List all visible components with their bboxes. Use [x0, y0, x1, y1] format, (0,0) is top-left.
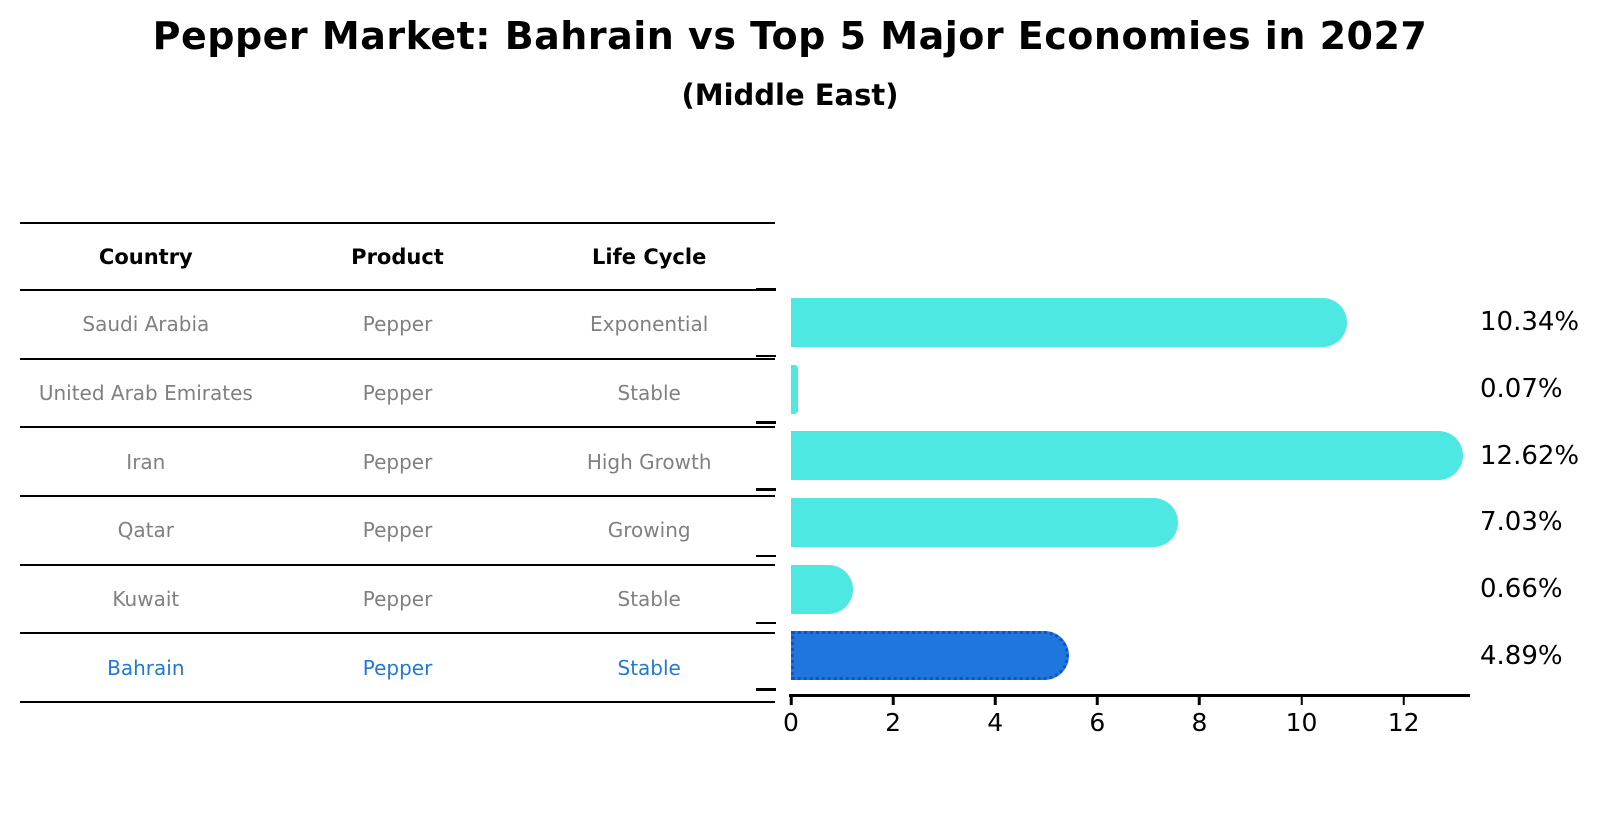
table-row-highlighted: Bahrain Pepper Stable: [20, 634, 775, 704]
bar-qatar: [791, 497, 1178, 547]
value-label: 0.07%: [1480, 374, 1563, 405]
cell-life-cycle: Stable: [617, 655, 681, 680]
value-labels: 10.34% 0.07% 12.62% 7.03% 0.66% 4.89%: [1480, 289, 1600, 689]
col-header-country: Country: [98, 244, 193, 269]
x-tick-mark: [891, 694, 895, 705]
bar-saudi-arabia: [791, 297, 1347, 347]
x-tick-mark: [993, 694, 997, 705]
cell-life-cycle: Stable: [617, 587, 681, 612]
y-tick-mark: [756, 421, 776, 424]
value-label: 12.62%: [1480, 440, 1580, 471]
cell-life-cycle: Exponential: [590, 312, 709, 337]
cell-life-cycle: High Growth: [586, 449, 712, 474]
value-label: 7.03%: [1480, 507, 1563, 538]
table-row: United Arab Emirates Pepper Stable: [20, 360, 775, 429]
bar-iran: [791, 431, 1464, 481]
y-tick-mark: [756, 621, 776, 624]
value-label: 10.34%: [1480, 307, 1580, 338]
x-tick-mark: [789, 694, 793, 705]
x-tick-label: 2: [885, 708, 902, 737]
x-tick-label: 0: [783, 708, 799, 737]
cell-country: Iran: [126, 449, 166, 474]
chart-subtitle: (Middle East): [681, 78, 899, 112]
col-header-life-cycle: Life Cycle: [592, 244, 707, 269]
value-label: 0.66%: [1480, 574, 1563, 605]
cell-country: Qatar: [117, 518, 174, 543]
table-row: Saudi Arabia Pepper Exponential: [20, 291, 775, 360]
value-label: 4.89%: [1480, 640, 1563, 671]
cell-product: Pepper: [362, 381, 433, 406]
cell-country: United Arab Emirates: [38, 381, 253, 406]
y-tick-mark: [756, 688, 776, 691]
table-header-row: Country Product Life Cycle: [20, 222, 775, 291]
cell-product: Pepper: [362, 655, 433, 680]
cell-product: Pepper: [362, 312, 433, 337]
cell-product: Pepper: [362, 518, 433, 543]
data-table: Country Product Life Cycle Saudi Arabia …: [20, 222, 775, 704]
table-row: Kuwait Pepper Stable: [20, 566, 775, 635]
x-tick-label: 4: [987, 708, 1004, 737]
x-tick-label: 8: [1191, 708, 1208, 737]
cell-product: Pepper: [362, 449, 433, 474]
x-tick-mark: [1096, 694, 1099, 705]
col-header-product: Product: [351, 244, 444, 269]
x-tick-mark: [1402, 694, 1405, 705]
chart-title: Pepper Market: Bahrain vs Top 5 Major Ec…: [152, 14, 1428, 58]
cell-life-cycle: Growing: [607, 518, 691, 543]
bar-kuwait: [791, 564, 853, 614]
table-row: Iran Pepper High Growth: [20, 428, 775, 498]
y-tick-mark: [756, 288, 776, 291]
x-tick-label: 12: [1387, 708, 1420, 737]
x-tick-mark: [1198, 694, 1201, 705]
bar-bahrain-highlighted: [791, 631, 1069, 681]
cell-country: Kuwait: [112, 587, 180, 612]
y-tick-mark: [756, 354, 776, 358]
x-tick-label: 6: [1089, 708, 1106, 737]
y-tick-mark: [756, 554, 776, 558]
bar-united-arab-emirates: [791, 364, 799, 414]
table-row: Qatar Pepper Growing: [20, 497, 775, 566]
x-tick-label: 10: [1285, 708, 1318, 737]
cell-product: Pepper: [362, 587, 433, 612]
bar-chart-area: [791, 289, 1470, 689]
y-tick-mark: [756, 488, 776, 491]
cell-country: Saudi Arabia: [82, 312, 210, 337]
x-axis-line: [789, 694, 1470, 697]
x-tick-mark: [1300, 694, 1303, 705]
cell-country: Bahrain: [107, 655, 185, 680]
cell-life-cycle: Stable: [617, 381, 681, 406]
